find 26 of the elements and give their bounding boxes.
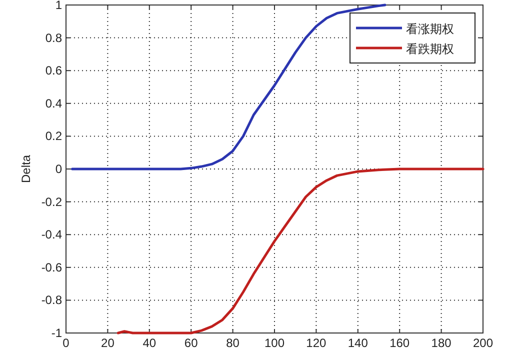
y-tick-label: -0.4 xyxy=(41,228,62,242)
legend-label: 看涨期权 xyxy=(406,22,454,36)
y-tick-label: 0 xyxy=(55,162,62,176)
y-tick-label: 0.4 xyxy=(45,96,62,110)
y-tick-label: -0.8 xyxy=(41,293,62,308)
y-tick-label: -0.2 xyxy=(41,194,62,209)
x-tick-label: 100 xyxy=(264,336,285,350)
x-tick-label: 180 xyxy=(431,336,452,350)
y-tick-label: -0.6 xyxy=(41,260,62,274)
y-tick-label: 0.8 xyxy=(45,30,62,45)
y-tick-label: 1 xyxy=(55,0,62,12)
line-series xyxy=(116,168,484,334)
y-axis-title: Delta xyxy=(19,154,33,184)
y-tick-label: 0.2 xyxy=(45,129,62,144)
x-tick-label: 60 xyxy=(184,336,198,350)
line-series xyxy=(71,4,386,170)
x-tick-label: 20 xyxy=(101,336,115,350)
legend-label: 看跌期权 xyxy=(406,42,454,56)
x-tick-label: 200 xyxy=(472,336,494,350)
y-tick-label: -1 xyxy=(51,326,62,340)
x-tick-label: 120 xyxy=(306,336,327,350)
y-tick-label: 0.6 xyxy=(45,64,62,78)
x-tick-label: 40 xyxy=(142,336,156,350)
x-tick-label: 80 xyxy=(226,336,240,350)
x-tick-label: 140 xyxy=(348,336,368,350)
x-tick-label: 160 xyxy=(390,336,410,350)
